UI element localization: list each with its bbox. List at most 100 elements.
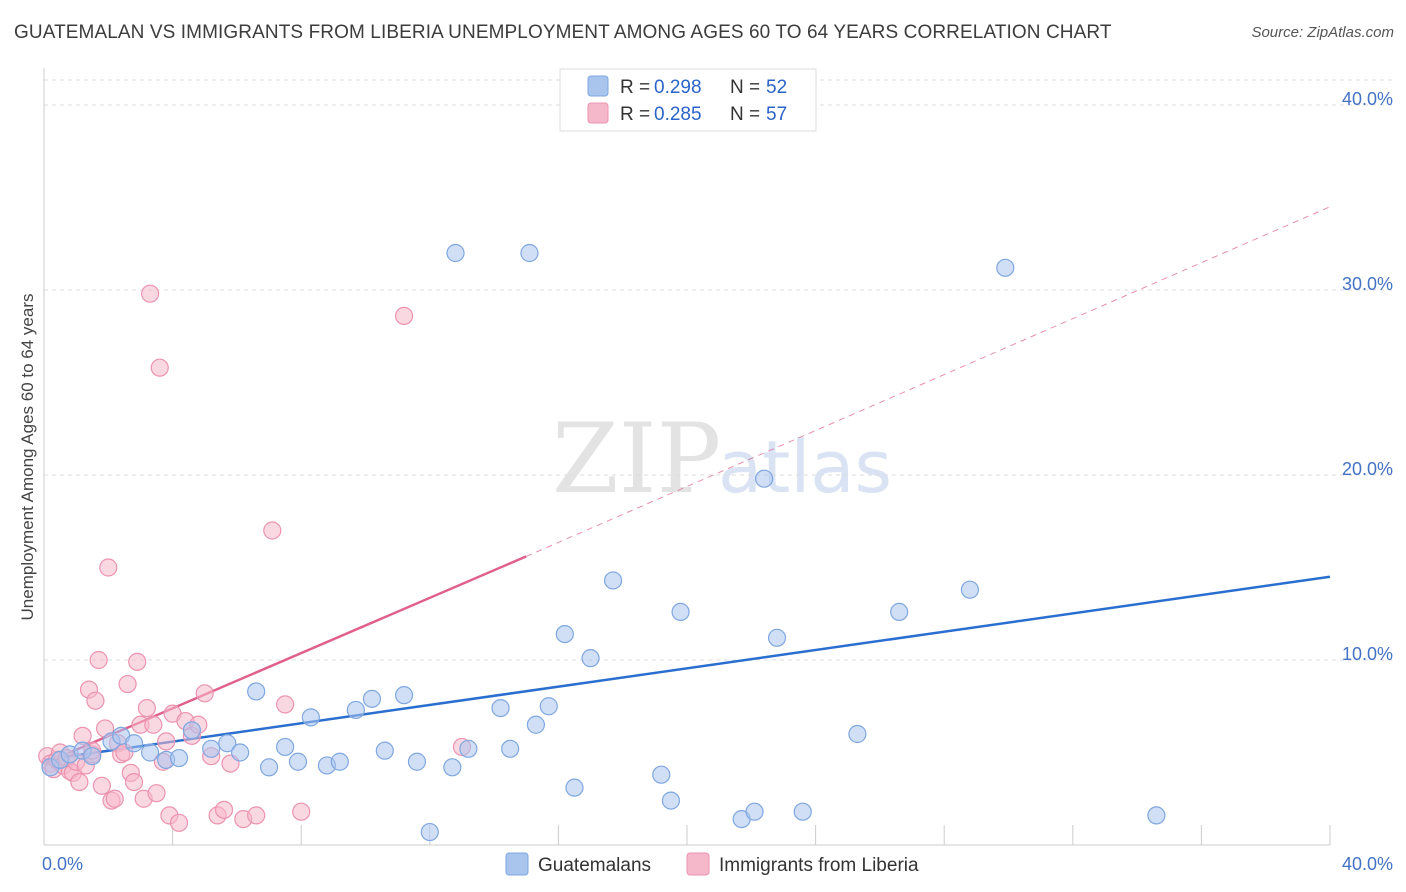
point-guatemalans-12	[202, 739, 221, 758]
legend-n-value-liberia: 57	[766, 104, 787, 125]
point-guatemalans-50	[960, 580, 980, 599]
point-guatemalans-52	[1147, 806, 1166, 825]
point-guatemalans-51	[996, 258, 1015, 277]
data-points	[38, 243, 1166, 842]
point-liberia-51	[263, 521, 282, 540]
point-guatemalans-19	[301, 708, 320, 727]
y-tick-labels: 10.0% 20.0% 30.0% 40.0%	[1342, 89, 1393, 664]
point-guatemalans-30	[459, 739, 478, 758]
point-liberia-50	[247, 806, 266, 825]
legend-r-value-liberia: 0.285	[654, 104, 702, 125]
point-guatemalans-23	[362, 689, 382, 708]
bottom-legend-label-liberia: Immigrants from Liberia	[719, 855, 919, 876]
point-guatemalans-44	[745, 802, 764, 821]
point-guatemalans-33	[520, 243, 539, 263]
point-guatemalans-34	[526, 715, 545, 734]
source-label: Source: ZipAtlas.com	[1251, 24, 1394, 41]
point-liberia-10	[70, 772, 89, 792]
point-liberia-37	[157, 732, 176, 751]
point-liberia-19	[99, 558, 118, 577]
point-guatemalans-42	[671, 602, 690, 622]
point-guatemalans-40	[652, 765, 671, 784]
legend-swatch-liberia	[587, 102, 609, 124]
point-guatemalans-24	[375, 741, 394, 760]
point-liberia-53	[292, 802, 311, 821]
point-liberia-35	[150, 358, 169, 377]
y-tick-label-0: 10.0%	[1342, 644, 1393, 664]
legend-n-label-2: N =	[730, 104, 760, 125]
point-liberia-32	[140, 284, 160, 303]
bottom-legend-swatch-guatemalans	[505, 852, 529, 876]
bottom-legend: Guatemalans Immigrants from Liberia	[505, 852, 919, 876]
point-liberia-40	[169, 813, 189, 832]
point-liberia-27	[124, 772, 144, 792]
legend-r-label-2: R =	[620, 104, 650, 125]
point-guatemalans-4	[83, 747, 102, 766]
point-guatemalans-15	[247, 682, 266, 701]
bottom-legend-swatch-liberia	[686, 852, 710, 876]
point-guatemalans-45	[755, 469, 774, 488]
legend-swatch-guatemalans	[587, 75, 609, 97]
y-tick-label-3: 40.0%	[1342, 89, 1393, 109]
point-guatemalans-48	[848, 724, 867, 744]
axes	[43, 68, 1331, 846]
point-liberia-54	[394, 306, 414, 325]
watermark: ZIP atlas	[552, 403, 892, 515]
point-liberia-31	[137, 698, 156, 718]
bottom-legend-label-guatemalans: Guatemalans	[538, 855, 651, 876]
point-guatemalans-18	[288, 752, 308, 771]
point-guatemalans-47	[793, 802, 812, 821]
point-liberia-25	[118, 674, 137, 694]
point-guatemalans-16	[259, 758, 279, 777]
grid	[44, 79, 1392, 661]
point-liberia-21	[105, 789, 124, 808]
point-liberia-52	[276, 695, 295, 714]
legend-r-value-guatemalans: 0.298	[654, 77, 702, 98]
legend-n-label-1: N =	[730, 77, 760, 98]
point-liberia-16	[89, 650, 108, 670]
point-guatemalans-26	[407, 752, 427, 771]
watermark-atlas: atlas	[718, 425, 892, 509]
point-guatemalans-49	[890, 602, 909, 622]
point-guatemalans-28	[443, 758, 462, 777]
x-tick-labels: 0.0% 40.0%	[42, 854, 1393, 874]
point-guatemalans-37	[565, 778, 584, 797]
point-liberia-33	[144, 715, 163, 734]
point-liberia-28	[128, 652, 147, 671]
top-legend: R = 0.298 N = 52 R = 0.285 N = 57	[559, 68, 817, 132]
point-guatemalans-17	[276, 737, 295, 757]
point-liberia-34	[147, 784, 166, 803]
point-guatemalans-31	[491, 698, 510, 718]
point-guatemalans-32	[501, 739, 520, 758]
point-liberia-17	[92, 776, 111, 795]
y-axis-title: Unemployment Among Ages 60 to 64 years	[18, 294, 37, 621]
point-liberia-44	[195, 684, 214, 703]
point-guatemalans-7	[124, 734, 144, 753]
point-guatemalans-41	[661, 791, 681, 810]
point-guatemalans-36	[555, 624, 574, 644]
y-tick-label-2: 30.0%	[1342, 274, 1393, 294]
point-guatemalans-27	[420, 822, 439, 842]
trend-line-extension-1	[526, 206, 1331, 557]
chart-title: GUATEMALAN VS IMMIGRANTS FROM LIBERIA UN…	[14, 22, 1112, 43]
trend-line-0	[43, 575, 1331, 762]
point-liberia-47	[214, 800, 234, 819]
point-guatemalans-14	[231, 743, 250, 762]
point-guatemalans-25	[394, 686, 414, 705]
watermark-zip: ZIP	[552, 403, 721, 515]
point-guatemalans-13	[218, 734, 237, 753]
point-guatemalans-29	[446, 243, 465, 263]
x-tick-label-0: 0.0%	[42, 854, 83, 874]
point-guatemalans-46	[767, 628, 787, 647]
point-guatemalans-38	[581, 649, 600, 668]
point-guatemalans-39	[603, 571, 623, 590]
point-guatemalans-21	[330, 752, 349, 771]
point-guatemalans-10	[169, 748, 189, 768]
point-guatemalans-35	[539, 697, 558, 716]
y-tick-label-1: 20.0%	[1342, 459, 1393, 479]
legend-n-value-guatemalans: 52	[766, 77, 787, 98]
legend-r-label-1: R =	[620, 77, 650, 98]
x-tick-label-1: 40.0%	[1342, 854, 1393, 874]
point-liberia-15	[86, 691, 105, 710]
